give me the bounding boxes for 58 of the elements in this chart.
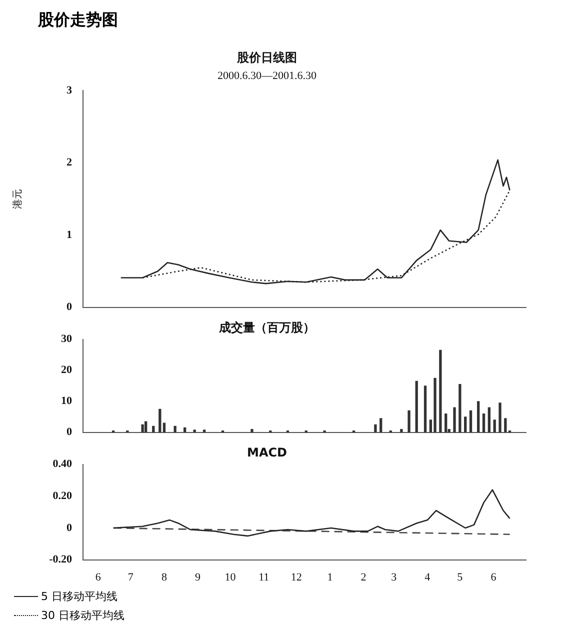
bar bbox=[439, 350, 442, 432]
y-tick-label: 2 bbox=[66, 156, 72, 169]
legend-label: 5 日移动平均线 bbox=[41, 589, 118, 604]
chart-title: 成交量（百万股） bbox=[218, 320, 315, 334]
bar bbox=[469, 410, 472, 432]
bar bbox=[488, 407, 491, 432]
x-tick-label: 6 bbox=[490, 571, 497, 584]
y-tick-label: 30 bbox=[61, 333, 72, 346]
bar bbox=[400, 428, 403, 432]
x-tick-label: 9 bbox=[195, 571, 202, 584]
y-tick-label: 0 bbox=[66, 301, 72, 314]
bar bbox=[464, 416, 467, 432]
bar bbox=[408, 410, 410, 432]
bar bbox=[493, 420, 496, 432]
x-tick-label: 1 bbox=[327, 571, 333, 584]
bar bbox=[193, 430, 196, 432]
x-tick-label: 6 bbox=[95, 571, 102, 584]
y-tick-label: 3 bbox=[66, 84, 72, 96]
chart-title: 股价日线图 bbox=[236, 50, 297, 64]
bar bbox=[380, 418, 382, 432]
y-tick-label: 10 bbox=[61, 395, 72, 408]
bar bbox=[250, 428, 254, 432]
y-tick-label: 1 bbox=[66, 228, 72, 241]
x-tick-label: 12 bbox=[290, 571, 302, 584]
legend-label: 30 日移动平均线 bbox=[41, 608, 124, 623]
bar bbox=[374, 424, 377, 432]
x-tick-label: 5 bbox=[457, 571, 464, 584]
y-tick-label: 0.40 bbox=[52, 458, 72, 470]
bar bbox=[141, 424, 144, 432]
bar bbox=[434, 378, 436, 432]
x-tick-label: 7 bbox=[128, 571, 134, 584]
x-tick-label: 3 bbox=[391, 571, 398, 584]
bar bbox=[477, 401, 480, 432]
chart-title: MACD bbox=[247, 445, 288, 460]
bar bbox=[158, 408, 162, 432]
x-tick-label: 2 bbox=[360, 571, 366, 584]
y-tick-label: 0.20 bbox=[52, 490, 72, 502]
x-tick-label: 8 bbox=[161, 571, 168, 584]
chart-subtitle: 2000.6.30—2001.6.30 bbox=[218, 70, 317, 82]
y-tick-label: -0.20 bbox=[49, 554, 72, 566]
bar bbox=[482, 413, 486, 432]
bar bbox=[498, 402, 502, 432]
y-tick-label: 0 bbox=[66, 426, 72, 438]
y-tick-label: 20 bbox=[61, 364, 72, 376]
y-axis-title: 港元 bbox=[12, 189, 24, 209]
bar bbox=[415, 380, 418, 432]
x-tick-label: 4 bbox=[424, 571, 431, 584]
bar bbox=[424, 386, 427, 432]
bar bbox=[504, 418, 507, 432]
bar bbox=[444, 413, 448, 432]
text: 股价走势图 bbox=[38, 10, 119, 31]
bar bbox=[144, 421, 148, 432]
y-tick-label: 0 bbox=[66, 522, 72, 534]
bar bbox=[174, 426, 176, 432]
bar bbox=[453, 407, 456, 432]
bar bbox=[458, 384, 462, 432]
x-tick-label: 11 bbox=[258, 571, 270, 584]
x-tick-label: 10 bbox=[224, 571, 236, 584]
